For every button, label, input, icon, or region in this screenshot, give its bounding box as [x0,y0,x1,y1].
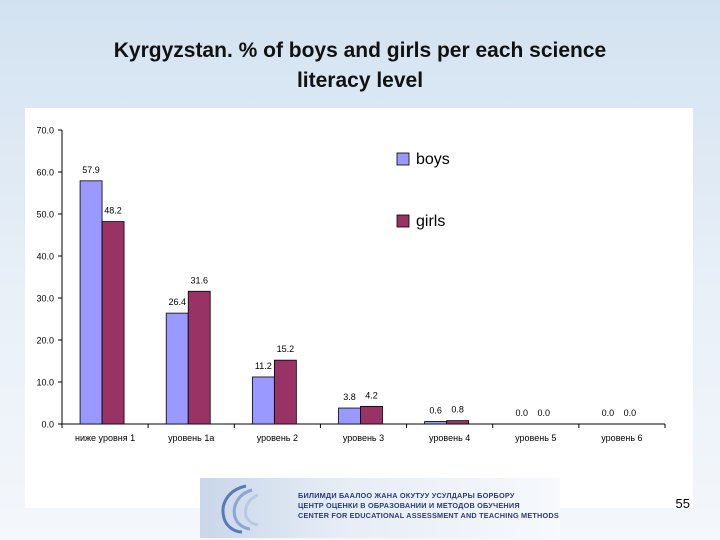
bar-boys [338,407,361,425]
x-tick-label: уровень 1а [168,433,214,443]
x-tick-label: уровень 2 [257,433,298,443]
data-label-boys: 0.6 [429,405,442,415]
bar-girls [360,405,383,425]
data-label-girls: 48.2 [104,206,122,216]
slide-title: Kyrgyzstan. % of boys and girls per each… [40,36,680,96]
y-tick-label: 30.0 [36,294,54,304]
slide-title-line-1: Kyrgyzstan. % of boys and girls per each… [113,39,607,62]
legend-swatch-boys [396,152,410,166]
x-tick-label: уровень 5 [515,433,556,443]
bar-girls [446,420,470,425]
x-tick-label: уровень 6 [601,433,642,443]
data-label-boys: 26.4 [168,297,186,307]
chart-panel: 0.0 10.0 20.0 30.0 40.0 50.0 60.0 70.0 ниже уров… [25,108,693,508]
footer-line-3: CENTER FOR EDUCATIONAL ASSESSMENT AND TE… [298,511,559,520]
data-label-girls: 15.2 [277,344,295,354]
legend-label-boys: boys [416,151,450,168]
data-label-boys: 3.8 [343,392,356,402]
y-tick-label: 60.0 [36,168,54,178]
bar-girls [101,221,125,425]
data-label-girls: 0.0 [538,408,551,418]
bar-boys [79,180,103,425]
bar-girls [273,359,297,425]
y-tick-label: 20.0 [36,336,54,346]
footer-banner: БИЛИМДИ БААЛОО ЖАНА ОКУТУУ УСУЛДАРЫ БОРБ… [200,478,560,538]
data-label-boys: 0.0 [602,408,615,418]
data-label-girls: 0.0 [624,408,637,418]
y-tick-label: 70.0 [36,126,54,136]
bar-boys [251,376,275,425]
x-tick-label: уровень 4 [429,433,470,443]
data-label-boys: 0.0 [516,408,529,418]
x-tick-label: ниже уровня 1 [75,433,135,443]
footer-line-1: БИЛИМДИ БААЛОО ЖАНА ОКУТУУ УСУЛДАРЫ БОРБ… [298,491,515,500]
y-tick-label: 10.0 [36,378,54,388]
data-label-girls: 4.2 [365,390,378,400]
bar-boys [165,312,189,425]
y-tick-label: 50.0 [36,210,54,220]
y-tick-label: 0.0 [41,420,54,430]
institution-logo-icon [221,484,259,534]
page-number: 55 [675,496,690,511]
bar-boys [424,421,448,425]
data-label-girls: 31.6 [190,275,208,285]
bar-girls [187,290,211,425]
legend-label-girls: girls [416,213,445,230]
bar-chart: 0.0 10.0 20.0 30.0 40.0 50.0 60.0 70.0 ниже уров… [36,126,666,443]
slide-title-line-2: literacy level [296,69,424,92]
y-tick-label: 40.0 [36,252,54,262]
data-label-boys: 11.2 [255,361,272,371]
data-label-girls: 0.8 [451,405,464,415]
x-tick-label: уровень 3 [343,433,384,443]
footer-line-2: ЦЕНТР ОЦЕНКИ В ОБРАЗОВАНИИ И МЕТОДОВ ОБУ… [298,501,520,510]
data-label-boys: 57.9 [82,165,100,175]
legend-swatch-girls [396,214,410,228]
